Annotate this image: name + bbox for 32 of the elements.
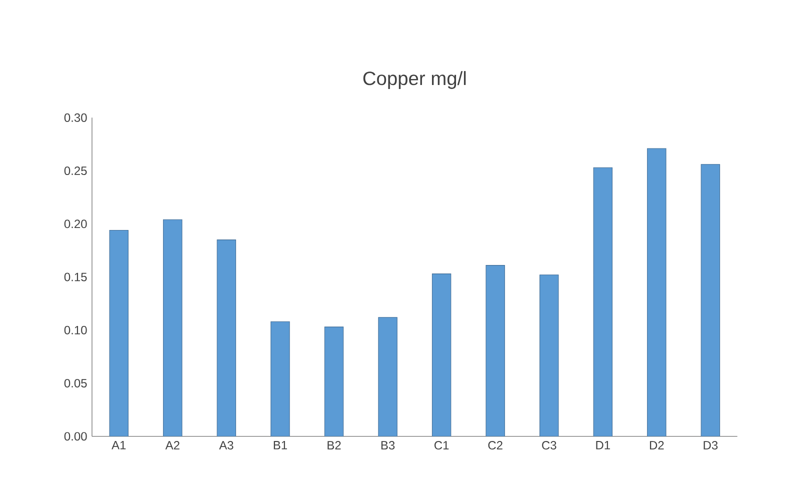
x-tick-label: A1 — [112, 441, 126, 450]
y-tick-label: 0.15 — [64, 272, 87, 282]
y-tick-label: 0.05 — [64, 378, 87, 388]
x-tick-label: B1 — [274, 441, 287, 450]
bar — [647, 148, 666, 436]
x-tick-label: C2 — [488, 441, 502, 450]
y-tick-label: 0.25 — [64, 166, 87, 176]
chart-title: Copper mg/l — [363, 71, 466, 89]
y-tick-label: 0.00 — [64, 432, 87, 441]
x-tick-label: C1 — [434, 441, 449, 450]
x-tick-label: D3 — [704, 441, 718, 450]
y-tick-label: 0.30 — [64, 113, 87, 122]
bar — [432, 274, 452, 436]
bar — [486, 265, 505, 436]
bar — [593, 167, 612, 436]
x-tick-label: A2 — [165, 441, 180, 450]
y-tick-label: 0.20 — [64, 220, 87, 228]
x-tick-label: D2 — [650, 441, 664, 450]
x-tick-label: A3 — [219, 441, 234, 450]
x-tick-label: B3 — [381, 441, 395, 450]
bar — [378, 317, 398, 436]
x-tick-label: D1 — [596, 441, 610, 450]
bar — [540, 274, 559, 436]
bar — [163, 219, 182, 436]
bar — [216, 240, 236, 436]
bar — [324, 326, 344, 436]
bar — [700, 164, 720, 436]
y-tick-label: 0.10 — [64, 326, 87, 334]
x-tick-label: C3 — [542, 441, 556, 450]
bar — [270, 321, 290, 436]
x-tick-label: B2 — [328, 441, 341, 450]
bar — [109, 230, 128, 436]
